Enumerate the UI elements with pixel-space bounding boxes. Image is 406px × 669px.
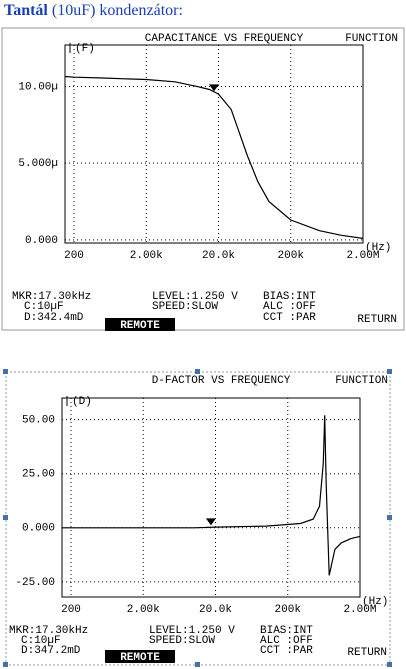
- x-tick-label: 20.0k: [199, 604, 232, 616]
- x-tick-label: 200k: [278, 250, 305, 262]
- y-tick-label: 0.000: [22, 523, 55, 535]
- readout: D:347.2mD: [21, 645, 81, 657]
- readout: MKR:17.30kHz: [12, 291, 91, 303]
- readout: SPEED:SLOW: [152, 301, 218, 313]
- x-axis-label: (Hz): [365, 242, 391, 254]
- readout: CCT :PAR: [263, 312, 316, 324]
- panel: [5, 371, 391, 666]
- x-tick-label: 2.00k: [130, 250, 163, 262]
- data-line: [64, 75, 364, 239]
- readout: C:10µF: [21, 635, 61, 647]
- panel: [1, 27, 405, 331]
- heading-bold: Tantál: [4, 2, 48, 19]
- plot-frame: [61, 397, 361, 598]
- x-tick-label: 200: [64, 250, 84, 262]
- y-tick-label: -25.00: [15, 577, 55, 589]
- y-tick-label: 50.00: [22, 415, 55, 427]
- data-line: [62, 415, 361, 576]
- function-label[interactable]: FUNCTION: [335, 375, 388, 387]
- x-axis-label: (Hz): [362, 596, 388, 608]
- handles: [3, 369, 392, 667]
- x-tick-label: 200: [61, 604, 81, 616]
- remote-box: [105, 318, 175, 331]
- y-tick-label: 0.000: [25, 235, 58, 247]
- heading: Tantál (10uF) kondenzátor:: [4, 2, 183, 20]
- marker: [205, 518, 216, 526]
- remote-box: [105, 650, 175, 663]
- readout: LEVEL:1.250 V: [149, 625, 235, 637]
- x-tick-label: 2.00k: [127, 604, 160, 616]
- x-tick-label: 2.00M: [343, 604, 376, 616]
- heading-rest: (10uF) kondenzátor:: [51, 2, 183, 19]
- return-label[interactable]: RETURN: [347, 647, 387, 659]
- remote-label: REMOTE: [120, 320, 160, 332]
- readout: BIAS:INT: [260, 625, 313, 637]
- x-tick-label: 200k: [275, 604, 302, 616]
- marker: [208, 84, 219, 92]
- y-axis-label: (F): [75, 43, 95, 55]
- readout: ALC :OFF: [263, 301, 316, 313]
- plot-frame: [64, 44, 364, 244]
- readout: ALC :OFF: [260, 635, 313, 647]
- readout: BIAS:INT: [263, 291, 316, 303]
- readout: CCT :PAR: [260, 645, 313, 657]
- readout: LEVEL:1.250 V: [152, 291, 238, 303]
- y-tick-label: 25.00: [22, 469, 55, 481]
- readout: SPEED:SLOW: [149, 635, 215, 647]
- function-label[interactable]: FUNCTION: [345, 33, 398, 45]
- y-tick-label: 5.000µ: [18, 158, 58, 170]
- readout: D:342.4mD: [24, 312, 84, 324]
- chart-title: CAPACITANCE VS FREQUENCY: [145, 33, 304, 45]
- x-tick-label: 2.00M: [346, 250, 379, 262]
- x-tick-label: 20.0k: [202, 250, 235, 262]
- readout: MKR:17.30kHz: [9, 625, 88, 637]
- chart-title: D-FACTOR VS FREQUENCY: [152, 375, 291, 387]
- y-axis-label: (D): [72, 396, 92, 408]
- remote-label: REMOTE: [120, 652, 160, 664]
- return-label[interactable]: RETURN: [357, 314, 397, 326]
- readout: C:10µF: [24, 301, 64, 313]
- y-tick-label: 10.00µ: [18, 81, 58, 93]
